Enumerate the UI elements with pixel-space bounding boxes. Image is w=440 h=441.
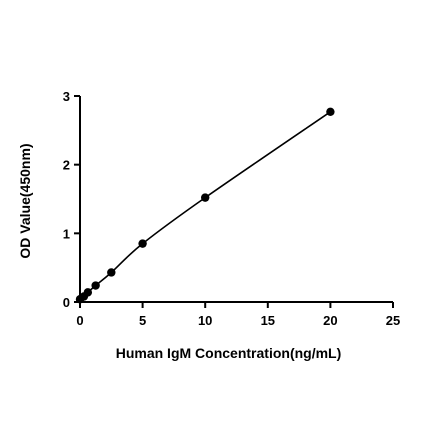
y-tick-label: 2 bbox=[63, 158, 70, 173]
y-axis-title: OD Value(450nm) bbox=[17, 143, 33, 258]
x-tick-label: 15 bbox=[261, 313, 275, 328]
data-point bbox=[107, 268, 116, 277]
data-point bbox=[83, 288, 93, 297]
x-tick-label: 0 bbox=[76, 313, 83, 328]
x-tick-label: 25 bbox=[386, 313, 400, 328]
data-point bbox=[326, 107, 335, 116]
x-tick-label: 20 bbox=[323, 313, 337, 328]
y-tick-label: 1 bbox=[63, 226, 70, 241]
x-axis-title: Human IgM Concentration(ng/mL) bbox=[116, 345, 342, 361]
data-points bbox=[75, 107, 335, 304]
data-point bbox=[138, 239, 147, 248]
y-tick-label: 0 bbox=[63, 295, 70, 310]
x-tick-label: 10 bbox=[198, 313, 212, 328]
data-point bbox=[91, 281, 100, 290]
x-axis-ticks: 0 5 10 15 20 25 bbox=[76, 302, 400, 328]
plot-area: 0 5 10 15 20 25 0 1 2 3 bbox=[63, 89, 400, 328]
x-tick-label: 5 bbox=[139, 313, 146, 328]
data-point bbox=[201, 193, 210, 202]
fit-curve bbox=[79, 111, 331, 300]
y-axis-ticks: 0 1 2 3 bbox=[63, 89, 80, 310]
y-tick-label: 3 bbox=[63, 89, 70, 104]
